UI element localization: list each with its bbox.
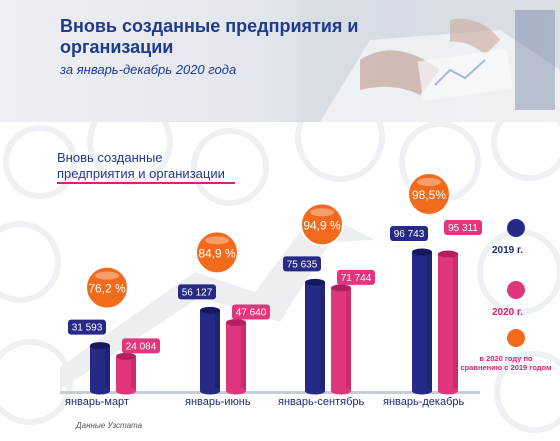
ratio-bubble-shine-2 — [310, 208, 334, 217]
header-banner: Вновь созданные предприятия и организаци… — [0, 0, 560, 122]
value-badge-1-3 — [444, 220, 482, 236]
category-label-q1: январь-март — [65, 396, 129, 408]
value-badge-1-2 — [337, 269, 375, 285]
bar-cap-0-2 — [305, 278, 325, 286]
bar-2020-1 — [226, 322, 246, 391]
banner-subtitle: за январь-декабрь 2020 года — [60, 62, 237, 77]
legend-label-2020: 2020 г. — [492, 307, 523, 318]
ratio-label-1: 84,9 % — [198, 246, 236, 260]
value-badge-0-3 — [390, 225, 428, 241]
legend-marker-2019 — [507, 219, 525, 237]
ratio-bubble-1 — [195, 230, 239, 275]
bar-2020-2 — [331, 287, 351, 391]
bar-base-1-1 — [226, 387, 246, 395]
value-badge-0-0 — [68, 319, 106, 335]
value-label-1-2: 71 744 — [341, 273, 372, 284]
bar-2020-3 — [438, 254, 458, 391]
value-label-0-2: 75 635 — [287, 259, 318, 270]
baseline — [60, 391, 480, 394]
labels-layer: 31 593 24 084 76,2 % 56 127 47 640 84,9 % 75 6… — [68, 171, 482, 354]
bar-base-1-0 — [116, 387, 136, 395]
bar-base-1-3 — [438, 387, 458, 395]
value-label-0-0: 31 593 — [72, 323, 103, 334]
bar-cap-1-2 — [331, 284, 351, 292]
banner-title: Вновь созданные предприятия и организаци… — [60, 16, 359, 57]
bar-2020-0 — [116, 356, 136, 391]
bar-2019-3 — [412, 251, 432, 391]
bar-shade-0-1 — [215, 310, 220, 391]
value-badge-1-0 — [122, 338, 160, 354]
bar-base-0-0 — [90, 387, 110, 395]
bar-base-0-1 — [200, 387, 220, 395]
ratio-bubble-shine-0 — [95, 271, 119, 280]
legend-marker-ratio — [507, 329, 525, 347]
bar-shade-0-3 — [427, 251, 432, 391]
ratio-label-3: 98,5% — [412, 188, 446, 202]
legend-label-ratio: в 2020 году по сравнению с 2019 годом — [460, 354, 552, 372]
bar-cap-1-1 — [226, 319, 246, 327]
chart-title: Вновь созданные предприятия и организаци… — [57, 150, 225, 181]
value-label-1-3: 95 311 — [448, 223, 478, 234]
category-label-9m: январь-сентябрь — [278, 396, 365, 408]
ratio-label-2: 94,9 % — [303, 218, 341, 232]
bar-shade-0-2 — [320, 282, 325, 391]
category-label-year: январь-декабрь — [383, 396, 465, 408]
legend-layer — [507, 219, 525, 347]
ratio-bubble-shine-1 — [205, 236, 229, 245]
bar-base-0-3 — [412, 387, 432, 395]
value-badge-1-1 — [232, 304, 270, 320]
bar-2019-0 — [90, 345, 110, 391]
bars-layer — [60, 248, 480, 395]
bar-2019-1 — [200, 310, 220, 391]
bar-base-1-2 — [331, 387, 351, 395]
title-underline — [57, 182, 235, 184]
ratio-bubble-shine-3 — [417, 177, 441, 186]
bar-shade-1-2 — [346, 287, 351, 391]
legend-marker-2020 — [507, 281, 525, 299]
ratio-bubble-2 — [300, 202, 344, 247]
value-badge-0-1 — [178, 284, 216, 300]
banner-photo — [300, 0, 560, 122]
category-label-h1: январь-июнь — [185, 396, 251, 408]
bar-cap-0-1 — [200, 306, 220, 314]
bar-cap-1-3 — [438, 250, 458, 258]
bar-shade-1-0 — [131, 356, 136, 391]
bar-shade-0-0 — [105, 345, 110, 391]
value-label-0-1: 56 127 — [182, 287, 213, 298]
ratio-bubble-0 — [85, 265, 129, 310]
bar-cap-0-0 — [90, 342, 110, 350]
value-label-1-1: 47 640 — [236, 308, 267, 319]
ratio-bubble-3 — [407, 171, 451, 216]
value-label-1-0: 24 084 — [126, 341, 157, 352]
legend-label-2019: 2019 г. — [492, 245, 523, 256]
bar-cap-0-3 — [412, 248, 432, 256]
bar-cap-1-0 — [116, 352, 136, 360]
ratio-label-0: 76,2 % — [88, 282, 126, 296]
value-label-0-3: 96 743 — [394, 229, 425, 240]
source-note: Данные Узстата — [76, 421, 143, 430]
bar-shade-1-1 — [241, 322, 246, 391]
bar-2019-2 — [305, 282, 325, 391]
value-badge-0-2 — [283, 256, 321, 272]
bar-shade-1-3 — [453, 254, 458, 391]
bar-base-0-2 — [305, 387, 325, 395]
